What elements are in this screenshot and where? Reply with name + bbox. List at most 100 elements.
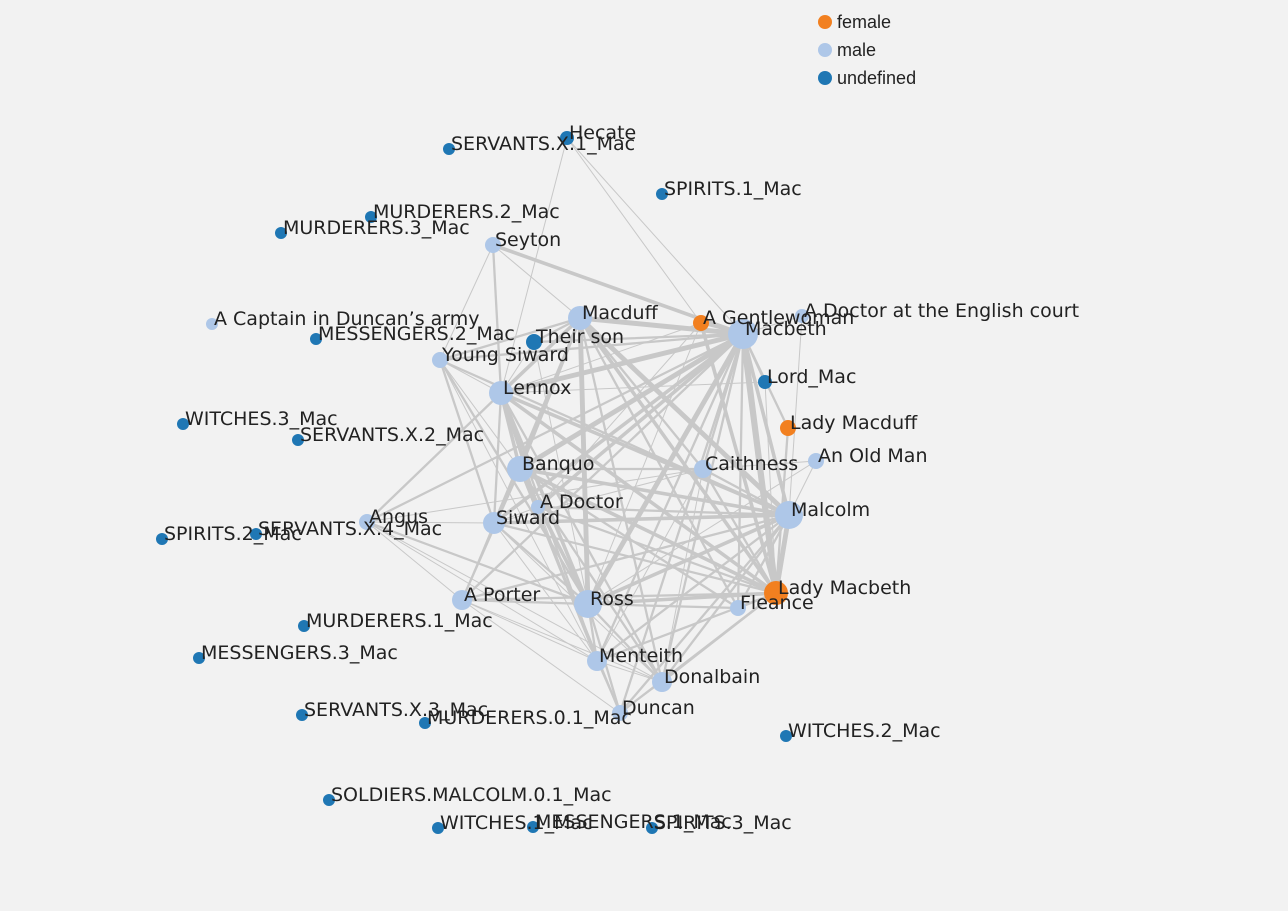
edge-young-siward-menteith [439,359,598,662]
edge-caithness-angus [366,468,704,523]
node-spirits-1-mac[interactable] [656,188,668,200]
edge-ross-young-siward [438,358,590,606]
node-seyton[interactable] [485,237,501,253]
edge-macduff-lady-macbeth [578,316,778,595]
edge-lennox-donalbain [499,391,664,684]
node-an-old-man[interactable] [808,453,824,469]
legend-item-male: male [818,40,876,60]
edge-macduff-young-siward [438,316,582,362]
node-label-servants-x-3-mac: SERVANTS.X.3_Mac [304,699,488,721]
node-label-servants-x-4-mac: SERVANTS.X.4_Mac [258,518,442,540]
edge-siward-angus [366,521,495,524]
edge-siward-caithness [493,468,704,524]
node-donalbain[interactable] [652,672,672,692]
edge-lady-macbeth-a-gentlewoman [699,321,778,595]
legend-item-undefined: undefined [818,68,916,88]
node-a-porter[interactable] [452,590,472,610]
node-witches-3-mac[interactable] [177,418,189,430]
node-label-murderers-3-mac: MURDERERS.3_Mac [283,217,470,239]
node-ross[interactable] [574,590,602,618]
node-label-servants-x-2-mac: SERVANTS.X.2_Mac [300,424,484,446]
edge-lennox-a-doctor [499,391,540,509]
node-label-spirits-1-mac: SPIRITS.1_Mac [664,178,802,200]
node-label-lord-mac: Lord_Mac [767,366,856,388]
legend-label-male: male [837,40,876,60]
edge-banquo-lady-macbeth [518,467,778,595]
node-witches-1-mac[interactable] [432,822,444,834]
edge-siward-young-siward [438,358,496,525]
node-label-messengers-2-mac: MESSENGERS.2_Mac [318,323,515,345]
node-caithness[interactable] [694,460,712,478]
node-siward[interactable] [483,512,505,534]
edge-ross-macduff [577,315,591,607]
edge-lady-macbeth-menteith [595,591,778,663]
edge-lord-mac-lennox [500,381,766,394]
edge-lady-macbeth-lord-mac [764,381,777,594]
node-servants-x-3-mac[interactable] [296,709,308,721]
node-servants-x-4-mac[interactable] [250,528,262,540]
node-murderers-0-1-mac[interactable] [419,717,431,729]
node-label-a-porter: A Porter [464,584,540,606]
node-label-lennox: Lennox [503,377,571,399]
node-a-gentlewoman[interactable] [693,315,709,331]
node-label-spirits-2-mac: SPIRITS.2_Mac [164,523,302,545]
node-servants-x-1-mac[interactable] [443,143,455,155]
node-label-soldiers-malcolm-0-1-mac: SOLDIERS.MALCOLM.0.1_Mac [331,784,612,806]
node-lennox[interactable] [489,381,513,405]
node-malcolm[interactable] [775,501,803,529]
node-lady-macbeth[interactable] [764,581,788,605]
node-label-macbeth: Macbeth [745,318,827,340]
node-witches-2-mac[interactable] [780,730,792,742]
edge-angus-donalbain [366,521,663,683]
node-banquo[interactable] [507,456,533,482]
node-a-doctor-at-the-english-court[interactable] [795,309,809,323]
node-duncan[interactable] [612,705,628,721]
node-a-captain-in-duncan-s-army[interactable] [206,318,218,330]
edge-macduff-caithness [578,316,705,471]
node-lady-macduff[interactable] [780,420,796,436]
edge-menteith-angus [366,521,598,662]
node-murderers-3-mac[interactable] [275,227,287,239]
node-menteith[interactable] [587,651,607,671]
edge-lennox-menteith [499,391,599,663]
node-messengers-2-mac[interactable] [310,333,322,345]
node-label-messengers-1-mac: MESSENGERS.1_Mac [535,811,732,833]
node-fleance[interactable] [730,600,746,616]
edge-lennox-seyton [491,243,503,395]
edge-lady-macbeth-a-doctor [536,505,778,595]
node-spirits-3-mac[interactable] [646,822,658,834]
node-messengers-1-mac[interactable] [527,821,539,833]
edge-hecate-a-gentlewoman [566,137,702,324]
edge-siward-a-porter [461,522,495,601]
edge-malcolm-caithness [701,467,791,517]
edge-an-old-man-ross [587,460,817,605]
node-their-son[interactable] [526,334,542,350]
node-label-spirits-3-mac: SPIRITS.3_Mac [654,812,792,834]
node-a-doctor[interactable] [531,500,545,514]
node-lord-mac[interactable] [758,375,772,389]
node-label-messengers-3-mac: MESSENGERS.3_Mac [201,642,398,664]
node-spirits-2-mac[interactable] [156,533,168,545]
node-macbeth[interactable] [728,319,758,349]
edge-seyton-macduff [492,244,581,319]
legend-swatch-undefined [818,71,832,85]
node-label-murderers-2-mac: MURDERERS.2_Mac [373,201,560,223]
edge-macbeth-their-son [532,332,745,344]
node-messengers-3-mac[interactable] [193,652,205,664]
edge-malcolm-a-doctor-at-the-english-court [788,315,803,516]
node-angus[interactable] [359,514,375,530]
node-hecate[interactable] [560,131,574,145]
edge-a-gentlewoman-lennox [500,322,702,394]
node-label-menteith: Menteith [599,645,683,667]
edge-malcolm-donalbain [660,513,791,684]
node-young-siward[interactable] [432,352,448,368]
node-soldiers-malcolm-0-1-mac[interactable] [323,794,335,806]
node-murderers-2-mac[interactable] [365,211,377,223]
node-macduff[interactable] [568,306,592,330]
edge-macbeth-macduff [577,315,746,337]
node-servants-x-2-mac[interactable] [292,434,304,446]
node-murderers-1-mac[interactable] [298,620,310,632]
edge-macbeth-young-siward [438,332,745,362]
